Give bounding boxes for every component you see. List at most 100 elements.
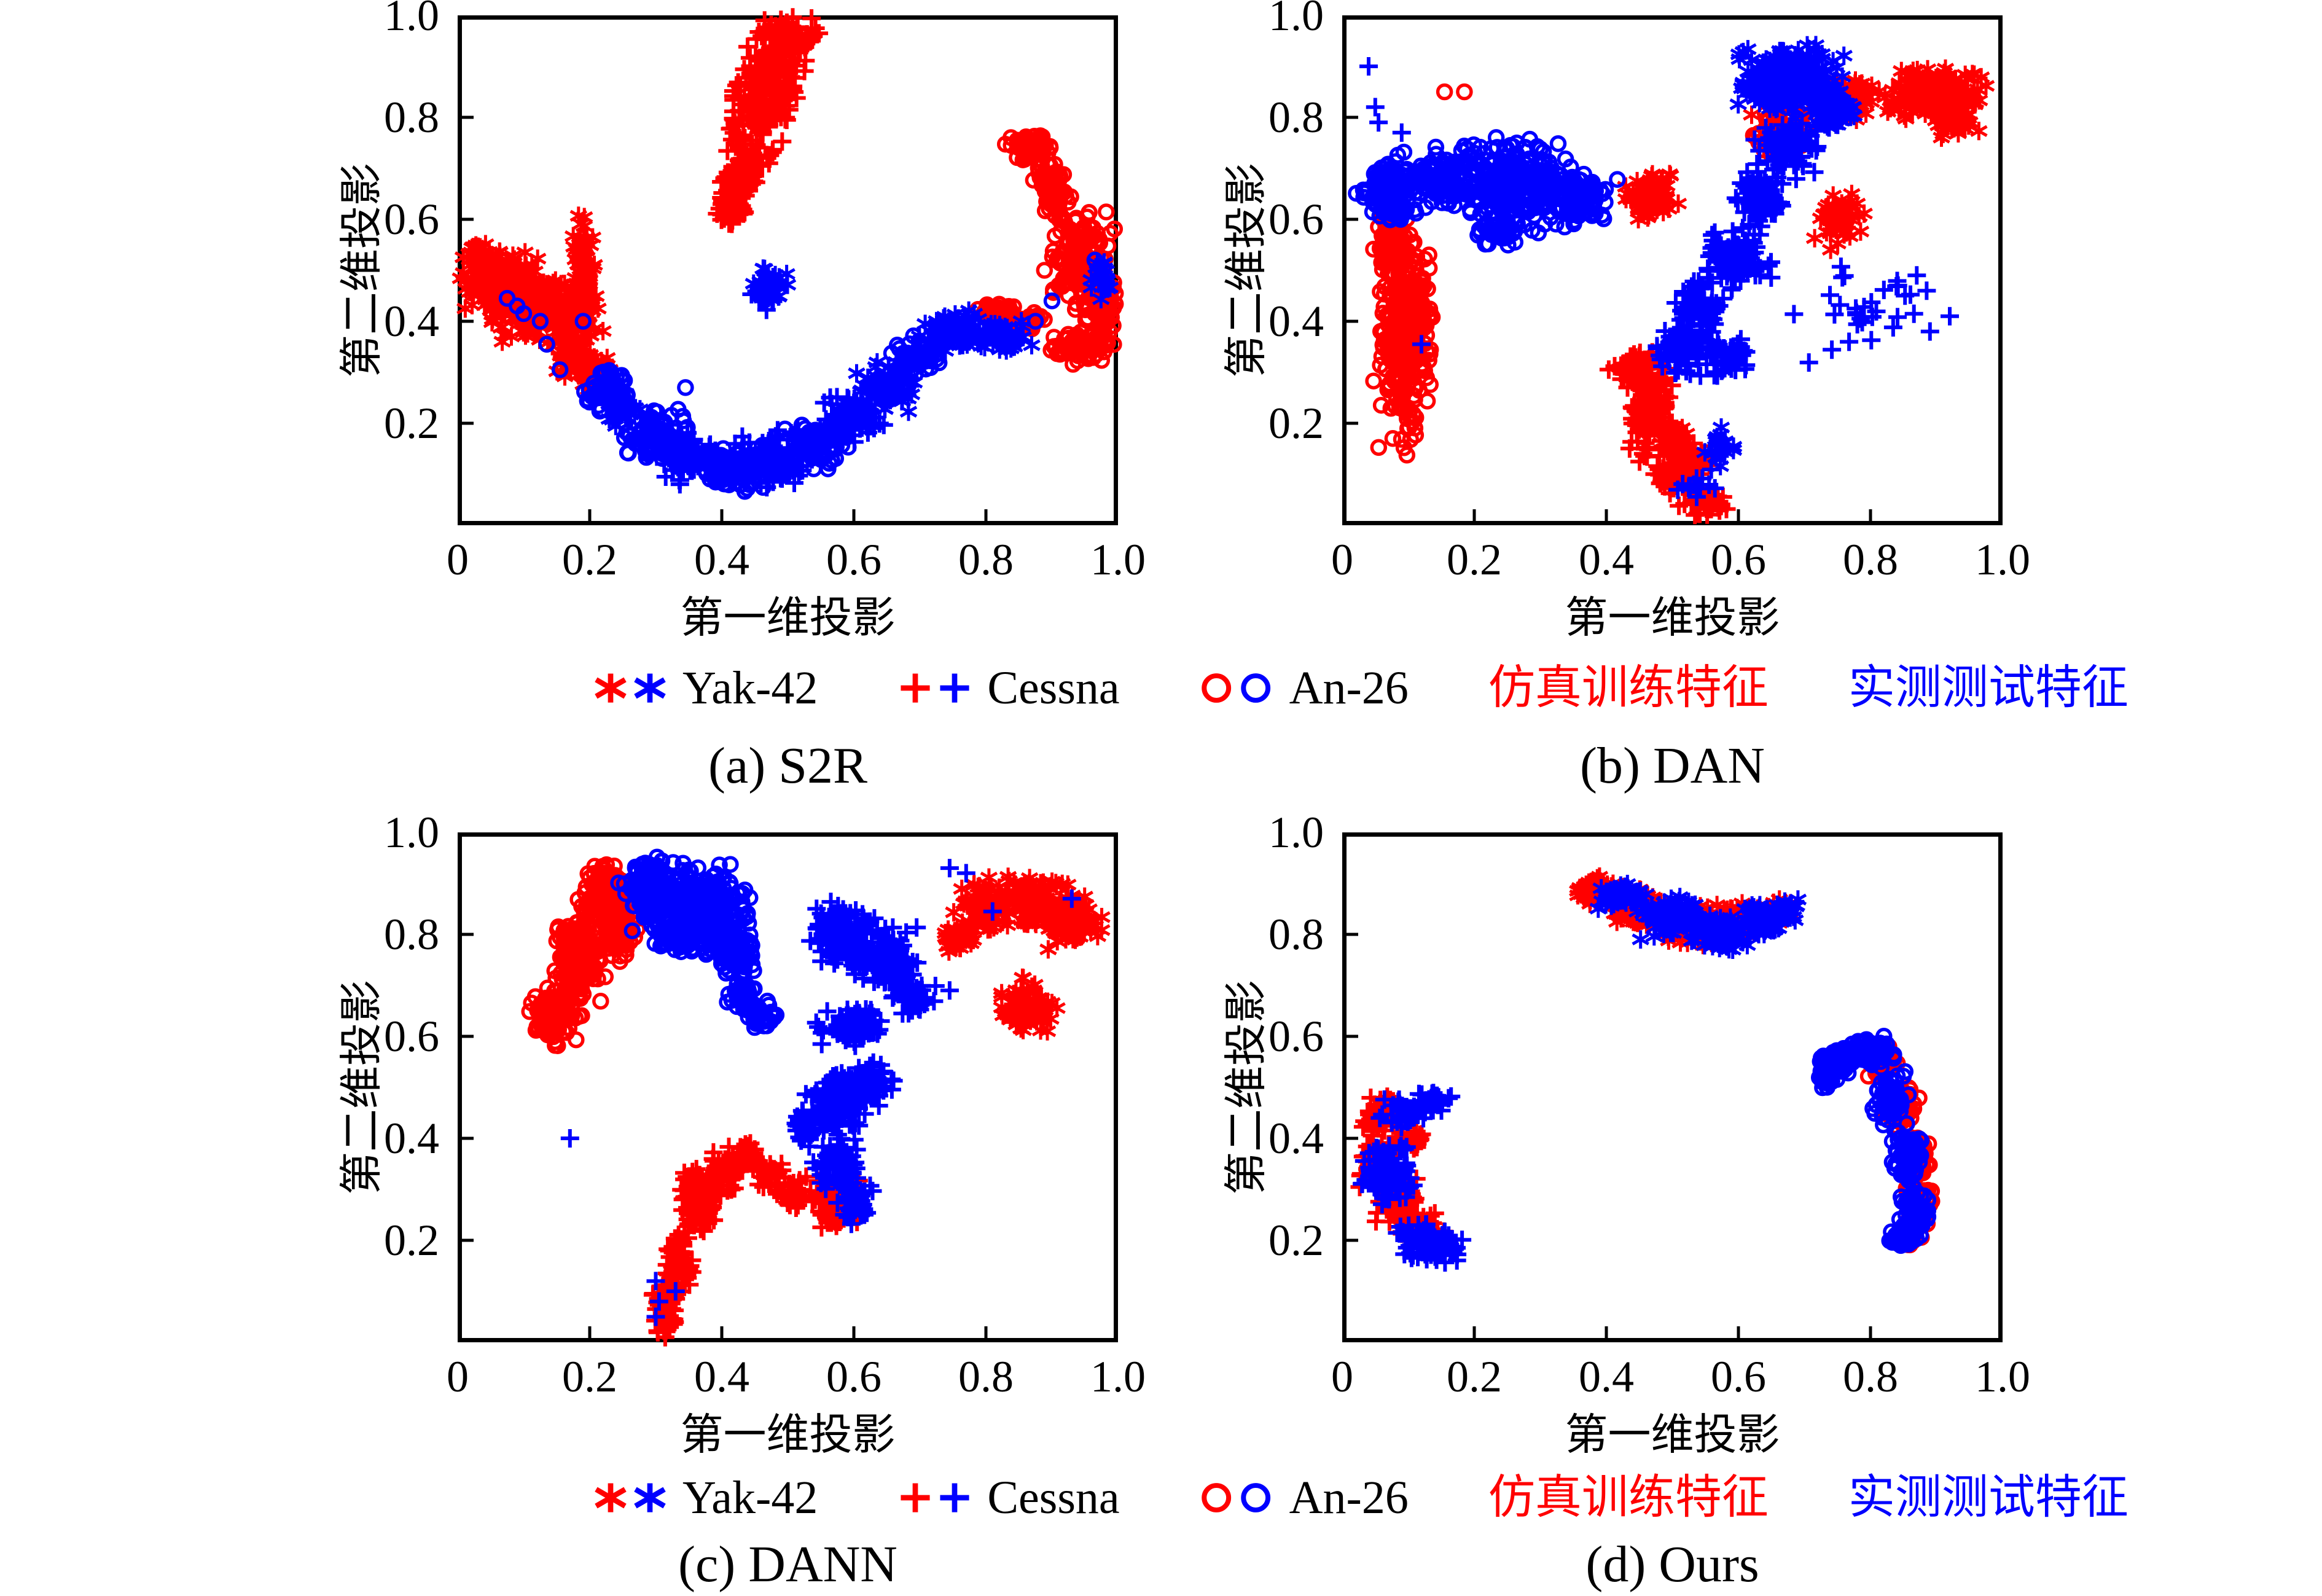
scatter-plot-dan bbox=[1342, 15, 2003, 525]
y-tick-label: 0.8 bbox=[384, 910, 439, 959]
y-tick-label: 0.8 bbox=[384, 93, 439, 142]
cluster-sim-circle bbox=[1436, 83, 1473, 101]
measured-test-features-label: 实测测试特征 bbox=[1848, 662, 2128, 714]
y-tick-label: 0.8 bbox=[1268, 910, 1324, 959]
x-tick-label: 0 bbox=[447, 535, 469, 584]
legend-item-an26: An-26 bbox=[1200, 1471, 1409, 1525]
cluster-real-plus bbox=[807, 1000, 890, 1055]
legend-label-an26: An-26 bbox=[1289, 662, 1409, 714]
legend-item-yak42: Yak-42 bbox=[593, 1471, 818, 1525]
y-tick-label: 0.2 bbox=[1268, 399, 1324, 448]
cluster-sim-star bbox=[564, 206, 603, 372]
legend-item-cessna: Cessna bbox=[897, 1471, 1120, 1525]
cluster-real-plus bbox=[1409, 1084, 1461, 1120]
cessna-plus-icons bbox=[897, 670, 972, 706]
cluster-real-plus bbox=[1417, 1226, 1472, 1272]
sim-train-features-label: 仿真训练特征 bbox=[1488, 662, 1769, 714]
cluster-real-plus bbox=[1353, 1136, 1423, 1214]
cluster-real-plus bbox=[1784, 257, 1923, 372]
star-icon bbox=[634, 1483, 666, 1512]
x-tick-label: 0.2 bbox=[1447, 535, 1502, 584]
panel-caption-d: (d) Ours bbox=[1585, 1536, 1759, 1593]
y-tick-label: 0.4 bbox=[384, 297, 439, 346]
axis-tick-marks bbox=[460, 933, 988, 1340]
cluster-sim-circle bbox=[546, 907, 617, 1010]
x-tick-label: 0.8 bbox=[1843, 535, 1898, 584]
cluster-sim-star bbox=[1876, 59, 1995, 130]
legend-row-1: Yak-42 Cessna An-26 仿真训练特征 实测测试特征 bbox=[593, 661, 2128, 715]
cluster-real-plus bbox=[838, 1053, 903, 1115]
legend-label-yak42: Yak-42 bbox=[682, 662, 818, 714]
cluster-real-plus bbox=[1726, 162, 1792, 244]
cluster-real-plus bbox=[560, 859, 1081, 1326]
cluster-real-star bbox=[1589, 875, 1655, 918]
cluster-real-circle bbox=[1348, 143, 1425, 229]
axis-tick-marks bbox=[1345, 933, 1872, 1340]
cluster-real-circle bbox=[1405, 138, 1495, 218]
x-tick-label: 0.6 bbox=[1711, 535, 1766, 584]
cluster-sim-plus bbox=[768, 1167, 822, 1217]
legend-label-an26: An-26 bbox=[1289, 1472, 1409, 1524]
x-tick-label: 0.6 bbox=[826, 535, 882, 584]
cluster-real-star bbox=[1729, 36, 1853, 128]
scatter-plot-dann bbox=[458, 832, 1118, 1347]
y-tick-label: 0.6 bbox=[1268, 1012, 1324, 1061]
x-tick-label: 0.4 bbox=[694, 1352, 749, 1401]
star-icon bbox=[595, 673, 627, 703]
x-axis-label: 第一维投影 bbox=[1565, 1412, 1780, 1459]
x-tick-label: 0 bbox=[1331, 535, 1353, 584]
legend-label-cessna: Cessna bbox=[987, 662, 1120, 714]
cluster-sim-star bbox=[460, 235, 501, 284]
cluster-real-plus bbox=[725, 420, 823, 497]
x-tick-label: 0.2 bbox=[1447, 1352, 1502, 1401]
x-axis-label: 第一维投影 bbox=[680, 1412, 896, 1459]
plot-border bbox=[1342, 15, 2003, 525]
circle-icon bbox=[1201, 673, 1231, 703]
cluster-sim-star bbox=[1033, 893, 1111, 959]
y-tick-label: 0.4 bbox=[1268, 297, 1324, 346]
y-tick-label: 0.8 bbox=[1268, 93, 1324, 142]
panel-dann: 第二维投影 第一维投影 (c) DANN 0.2 0.4 0.6 0.8 1.0 0 0.2… bbox=[338, 808, 1146, 1593]
legend-item-an26: An-26 bbox=[1200, 661, 1409, 715]
cluster-sim-circle bbox=[521, 970, 590, 1054]
cluster-sim-plus bbox=[728, 1134, 770, 1180]
cluster-real-plus bbox=[838, 918, 927, 992]
panel-caption-b: (b) DAN bbox=[1580, 737, 1765, 794]
x-tick-label: 1.0 bbox=[1090, 1352, 1146, 1401]
x-tick-label: 0.8 bbox=[1843, 1352, 1898, 1401]
cluster-sim-star bbox=[1928, 99, 1988, 147]
cluster-sim-plus bbox=[654, 1226, 702, 1304]
star-icon bbox=[634, 673, 666, 703]
y-tick-label: 1.0 bbox=[384, 0, 439, 40]
plus-icon bbox=[901, 1483, 930, 1512]
yak42-star-icons bbox=[593, 1480, 668, 1516]
panel-caption-a: (a) S2R bbox=[708, 737, 867, 794]
cluster-real-circle bbox=[1469, 207, 1547, 254]
scatter-plot-ours bbox=[1342, 832, 2003, 1342]
cluster-real-plus bbox=[1666, 272, 1733, 345]
plot-border bbox=[1342, 832, 2003, 1342]
cluster-real-circle bbox=[1883, 1115, 1930, 1189]
cluster-real-star bbox=[1628, 888, 1716, 949]
cluster-real-plus bbox=[882, 953, 945, 1023]
cluster-real-star bbox=[1696, 418, 1743, 475]
panel-caption-c: (c) DANN bbox=[678, 1536, 897, 1593]
cluster-real-plus bbox=[742, 281, 783, 319]
cluster-real-circle bbox=[719, 976, 763, 1019]
panel-ours: 第二维投影 第一维投影 (d) Ours 0.2 0.4 0.6 0.8 1.0 0 0.2… bbox=[1223, 808, 2030, 1593]
cluster-real-circle bbox=[646, 913, 702, 960]
cluster-sim-circle bbox=[1042, 323, 1122, 373]
cluster-real-plus bbox=[1821, 1047, 1847, 1087]
cluster-real-circle bbox=[1843, 1028, 1902, 1076]
cluster-real-plus bbox=[828, 1176, 882, 1234]
plus-icon bbox=[901, 673, 930, 703]
x-tick-label: 0.4 bbox=[1579, 1352, 1634, 1401]
cluster-real-plus bbox=[1745, 112, 1839, 189]
cluster-sim-star bbox=[936, 919, 983, 961]
y-tick-label: 0.2 bbox=[1268, 1216, 1324, 1265]
x-tick-label: 0.8 bbox=[958, 1352, 1014, 1401]
plus-icon bbox=[940, 1483, 969, 1512]
cluster-real-star bbox=[1082, 253, 1119, 308]
x-tick-label: 0 bbox=[1331, 1352, 1353, 1401]
y-tick-label: 0.4 bbox=[1268, 1114, 1324, 1163]
